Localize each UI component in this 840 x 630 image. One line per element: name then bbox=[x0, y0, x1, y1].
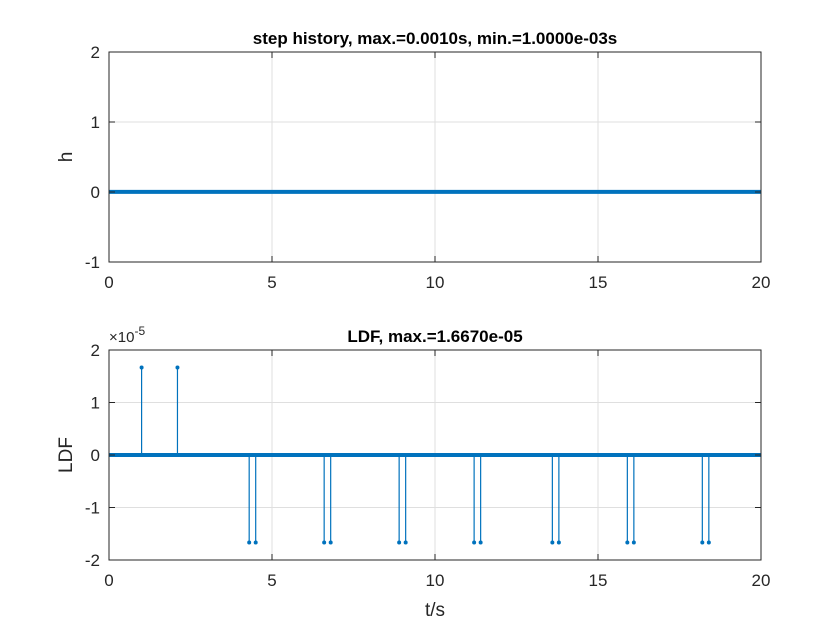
x-tick-label: 15 bbox=[589, 273, 608, 292]
y-exponent-power: -5 bbox=[134, 324, 145, 338]
x-axis-label: t/s bbox=[425, 600, 445, 621]
x-tick-label: 0 bbox=[104, 571, 113, 590]
x-tick-label: 20 bbox=[752, 571, 771, 590]
ldf-stem-marker bbox=[550, 540, 555, 545]
y-tick-label: 0 bbox=[91, 446, 100, 465]
ldf-stem-marker bbox=[322, 540, 327, 545]
x-tick-label: 10 bbox=[426, 273, 445, 292]
ldf-stem-marker bbox=[625, 540, 630, 545]
y-tick-label: -1 bbox=[85, 253, 100, 272]
y-exponent-base: ×10 bbox=[109, 329, 134, 346]
y-tick-label: 0 bbox=[91, 183, 100, 202]
y-tick-label: 1 bbox=[91, 394, 100, 413]
ldf-stem-marker bbox=[253, 540, 258, 545]
ldf-stem-marker bbox=[139, 365, 144, 370]
ldf-stem-marker bbox=[472, 540, 477, 545]
y-exponent-label: ×10-5 bbox=[109, 324, 145, 346]
y-tick-label: 2 bbox=[91, 341, 100, 360]
ldf-stem-marker bbox=[397, 540, 402, 545]
ldf-stem-marker bbox=[556, 540, 561, 545]
ldf-stem-marker bbox=[478, 540, 483, 545]
x-tick-label: 20 bbox=[752, 273, 771, 292]
y-axis-label: LDF bbox=[56, 437, 77, 473]
x-tick-label: 0 bbox=[104, 273, 113, 292]
ldf-stem-marker bbox=[175, 365, 180, 370]
y-axis-label: h bbox=[56, 152, 77, 163]
x-tick-label: 5 bbox=[267, 571, 276, 590]
y-tick-label: 2 bbox=[91, 43, 100, 62]
ldf-stem-marker bbox=[403, 540, 408, 545]
y-tick-label: -2 bbox=[85, 551, 100, 570]
ldf-stem-marker bbox=[700, 540, 705, 545]
bottom-axes: 0 5 10 15 20 -2 -1 0 1 2 LDF, max.=1.6670e-05 LDF t/… bbox=[56, 324, 770, 621]
y-tick-label: 1 bbox=[91, 113, 100, 132]
chart-title: step history, max.=0.0010s, min.=1.0000e… bbox=[253, 29, 617, 48]
ldf-stem-marker bbox=[631, 540, 636, 545]
ldf-stem-marker bbox=[247, 540, 252, 545]
y-tick-label: -1 bbox=[85, 499, 100, 518]
x-tick-label: 5 bbox=[267, 273, 276, 292]
ldf-stem-marker bbox=[328, 540, 333, 545]
x-tick-label: 10 bbox=[426, 571, 445, 590]
ldf-stem-marker bbox=[706, 540, 711, 545]
x-tick-label: 15 bbox=[589, 571, 608, 590]
chart-title: LDF, max.=1.6670e-05 bbox=[347, 327, 522, 346]
